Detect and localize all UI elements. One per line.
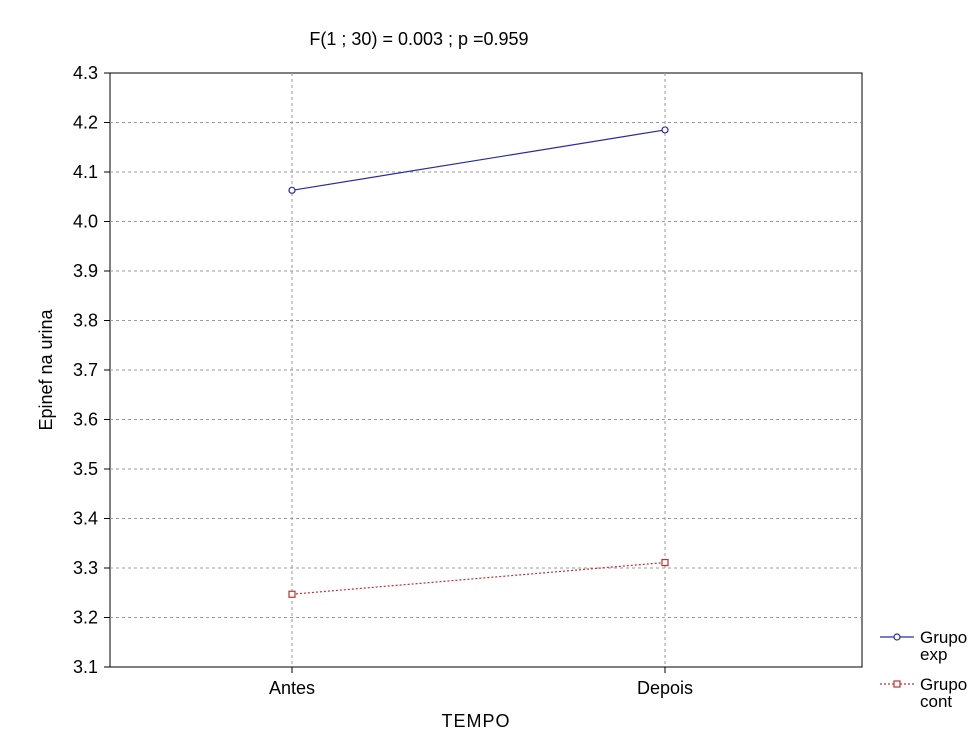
y-tick-label: 4.3: [73, 63, 98, 83]
y-tick-label: 3.8: [73, 311, 98, 331]
y-axis-ticks: 3.1 3.2 3.3 3.4 3.5 3.6 3.7 3.8 3.9 4.0 4.1 4.2 4.3: [73, 63, 110, 677]
series-line: [291, 129, 666, 191]
y-tick-label: 3.2: [73, 608, 98, 628]
series-grupo-cont: [288, 558, 669, 598]
y-tick-label: 4.1: [73, 162, 98, 182]
y-tick-label: 3.9: [73, 261, 98, 281]
y-tick-label: 3.7: [73, 360, 98, 380]
y-tick-label: 4.0: [73, 212, 98, 232]
legend-label: exp: [920, 645, 947, 664]
x-tick-label: Depois: [637, 678, 693, 698]
legend-label: Grupo: [920, 675, 967, 694]
data-point: [288, 590, 296, 598]
y-tick-label: 3.5: [73, 459, 98, 479]
data-point: [661, 558, 669, 567]
legend-label: Grupo: [920, 628, 967, 647]
y-tick-label: 3.3: [73, 558, 98, 578]
data-point: [288, 186, 296, 194]
x-axis-label: TEMPO: [441, 711, 510, 731]
y-tick-label: 3.6: [73, 410, 98, 430]
chart-title: F(1 ; 30) = 0.003 ; p =0.959: [309, 29, 528, 49]
y-axis-label: Epinef na urina: [36, 308, 56, 430]
y-tick-label: 3.1: [73, 657, 98, 677]
y-tick-label: 3.4: [73, 509, 98, 529]
series-layer: [288, 126, 669, 598]
series-grupo-exp: [288, 126, 669, 194]
x-tick-label: Antes: [269, 678, 315, 698]
grid-lines: [110, 73, 862, 667]
legend-marker: [893, 633, 901, 641]
legend-marker: [893, 680, 901, 688]
legend-label: cont: [920, 692, 952, 711]
y-tick-label: 4.2: [73, 113, 98, 133]
plot-area: [109, 72, 863, 668]
data-point: [661, 126, 669, 134]
x-axis-ticks: Antes Depois: [269, 667, 693, 698]
